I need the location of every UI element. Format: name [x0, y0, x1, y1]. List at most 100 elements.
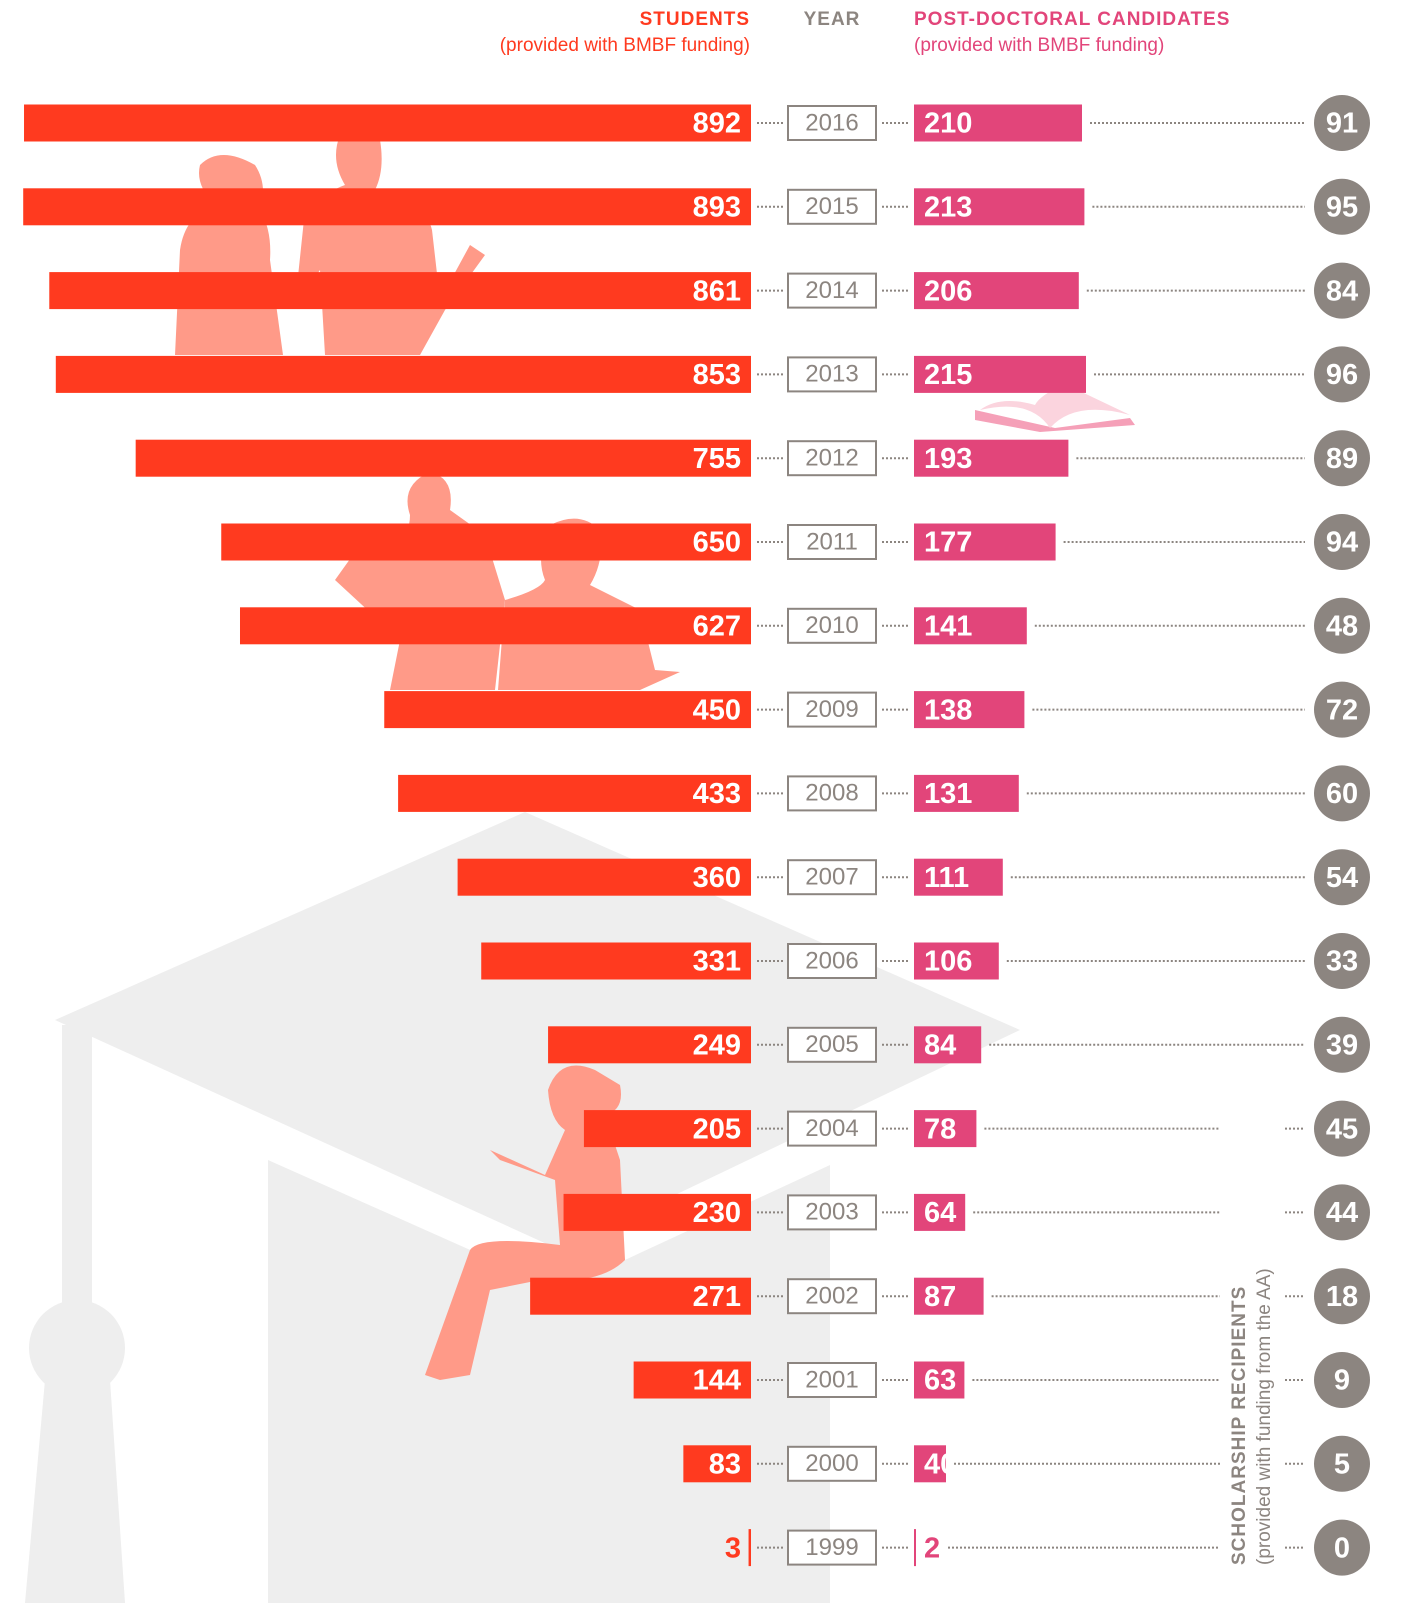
postdoc-bar — [914, 858, 1003, 896]
postdoc-value: 87 — [924, 1281, 956, 1313]
student-value: 755 — [693, 443, 741, 475]
year-label: 2000 — [805, 1450, 858, 1477]
scholarship-circle — [1314, 1268, 1370, 1325]
postdoc-subheading: (provided with BMBF funding) — [914, 35, 1164, 56]
student-value: 83 — [709, 1448, 741, 1480]
year-box — [787, 440, 877, 477]
year-label: 2003 — [805, 1199, 858, 1226]
scholarship-heading: SCHOLARSHIP RECIPIENTS — [1229, 1286, 1250, 1565]
postdoc-value: 138 — [924, 694, 972, 726]
year-label: 2015 — [805, 193, 858, 220]
postdoc-value: 193 — [924, 443, 972, 475]
postdoc-value: 111 — [924, 862, 969, 894]
year-label: 2002 — [805, 1283, 858, 1310]
postdoc-value: 206 — [924, 275, 972, 307]
postdoc-value: 64 — [924, 1197, 956, 1229]
year-label: 2016 — [805, 109, 858, 136]
graduation-cap-decoration — [25, 812, 1020, 1603]
scholarship-value: 45 — [1326, 1113, 1358, 1145]
student-bar — [384, 691, 751, 729]
year-label: 2008 — [805, 780, 858, 807]
student-value: 450 — [693, 694, 741, 726]
student-value: 861 — [693, 275, 741, 307]
year-box — [787, 356, 877, 393]
postdoc-value: 210 — [924, 108, 972, 140]
year-label: 2009 — [805, 696, 858, 723]
postdoc-value: 40 — [924, 1448, 956, 1480]
scholarship-circle — [1314, 430, 1370, 487]
year-box — [787, 1194, 877, 1231]
student-bar — [23, 188, 751, 226]
year-label: 2014 — [805, 277, 858, 304]
year-box — [787, 1278, 877, 1315]
year-label: 2001 — [805, 1366, 858, 1393]
postdoc-bar — [914, 523, 1056, 561]
postdoc-bar — [914, 774, 1019, 812]
year-label: 2012 — [805, 445, 858, 472]
postdoc-value: 78 — [924, 1113, 956, 1145]
scholarship-value: 84 — [1326, 275, 1358, 307]
year-box — [787, 775, 877, 812]
year-box — [787, 272, 877, 309]
postdoc-bar — [914, 188, 1085, 226]
year-label: 2004 — [805, 1115, 858, 1142]
scholarship-circle — [1314, 178, 1370, 235]
student-value: 230 — [693, 1197, 741, 1229]
student-bar — [563, 1193, 751, 1231]
year-label: 1999 — [805, 1534, 858, 1561]
postdoc-bar — [914, 1445, 946, 1483]
open-book-decoration — [975, 384, 1135, 432]
student-bar — [239, 607, 751, 645]
scholarship-value: 95 — [1326, 191, 1358, 223]
scholarship-value: 89 — [1326, 443, 1358, 475]
postdoc-bar — [914, 1026, 982, 1064]
scholarship-value: 60 — [1326, 778, 1358, 810]
scholarship-value: 94 — [1326, 527, 1358, 559]
student-bar — [583, 1110, 751, 1148]
scholarship-circle — [1314, 1016, 1370, 1073]
postdoc-value: 131 — [924, 778, 972, 810]
student-value: 650 — [693, 527, 741, 559]
year-box — [787, 1529, 877, 1566]
year-box — [787, 691, 877, 728]
student-value: 205 — [693, 1113, 741, 1145]
year-label: 2006 — [805, 947, 858, 974]
year-box — [787, 1362, 877, 1398]
student-value: 331 — [693, 946, 741, 978]
year-box — [787, 943, 877, 979]
scholarship-value: 96 — [1326, 359, 1358, 391]
postdoc-bar — [914, 272, 1079, 310]
student-bar — [683, 1445, 751, 1483]
scholarship-circle — [1314, 1519, 1370, 1576]
year-box — [787, 1445, 877, 1482]
postdoc-value: 215 — [924, 359, 972, 391]
scholarship-circle — [1314, 933, 1370, 989]
scholarship-value: 18 — [1326, 1281, 1358, 1313]
postdoc-bar — [914, 607, 1027, 645]
postdoc-bar — [914, 1529, 916, 1567]
postdoc-heading: POST-DOCTORAL CANDIDATES — [914, 9, 1230, 30]
postdoc-value: 84 — [924, 1029, 956, 1061]
scholarship-value: 0 — [1334, 1532, 1350, 1564]
scholarship-circle — [1314, 346, 1370, 403]
scholarship-circle — [1314, 765, 1370, 822]
postdoc-bar — [914, 1277, 984, 1315]
scholarship-value: 48 — [1326, 610, 1358, 642]
year-box — [787, 1110, 877, 1147]
scholarship-circle — [1314, 514, 1370, 570]
year-box — [787, 188, 877, 225]
scholarship-value: 9 — [1334, 1365, 1350, 1397]
student-value: 144 — [693, 1365, 741, 1397]
postdoc-bar — [914, 355, 1086, 393]
student-value: 433 — [693, 778, 741, 810]
postdoc-bar — [914, 439, 1069, 477]
year-label: 2005 — [805, 1031, 858, 1058]
scholarship-value: 39 — [1326, 1029, 1358, 1061]
year-box — [787, 1026, 877, 1063]
year-box — [787, 105, 877, 141]
scholarship-value: 54 — [1326, 862, 1358, 894]
student-value: 3 — [725, 1532, 741, 1564]
student-bar — [481, 942, 751, 980]
postdoc-bar — [914, 942, 999, 980]
